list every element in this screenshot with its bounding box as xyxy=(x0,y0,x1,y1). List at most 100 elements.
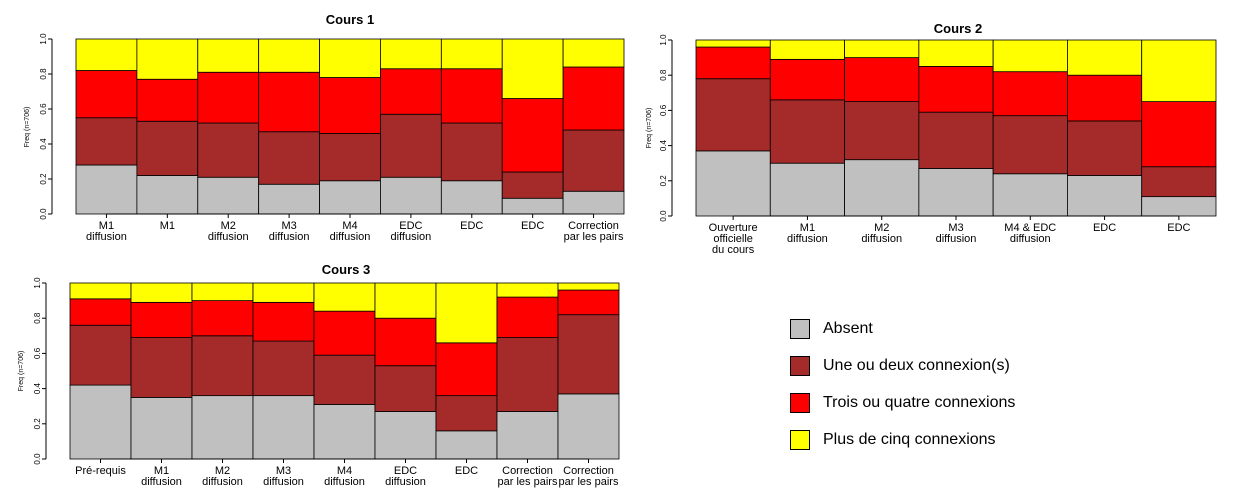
bar-segment-absent xyxy=(992,173,1068,217)
bar-segment-absent xyxy=(1141,196,1217,217)
y-tick-label: 0.6 xyxy=(659,104,668,116)
bar-segment-trois-ou-quatre xyxy=(769,58,845,101)
bar-segment-plus-de-cinq xyxy=(557,282,620,291)
bar-segment-absent xyxy=(258,183,320,215)
y-tick-label: 1.0 xyxy=(39,33,48,45)
bar-segment-plus-de-cinq xyxy=(130,282,193,303)
bar-segment-une-ou-deux xyxy=(496,337,559,412)
y-tick-label: 0.0 xyxy=(39,208,48,220)
bar-segment-plus-de-cinq xyxy=(435,282,498,344)
bar-segment-absent xyxy=(136,175,199,215)
bar-segment-trois-ou-quatre xyxy=(374,317,437,367)
y-axis-label: Freq (n=706) xyxy=(646,108,653,149)
x-tick-label: M2 diffusion xyxy=(202,465,243,488)
bar-segment-plus-de-cinq xyxy=(440,38,503,70)
y-axis-label: Freq (n=706) xyxy=(24,107,31,148)
chart-title: Cours 3 xyxy=(322,262,370,277)
bar-segment-trois-ou-quatre xyxy=(1067,74,1143,122)
bar-segment-plus-de-cinq xyxy=(75,38,138,71)
bar-segment-une-ou-deux xyxy=(252,340,315,397)
bar-segment-plus-de-cinq xyxy=(501,38,564,99)
bar-segment-absent xyxy=(769,162,845,217)
bar-segment-plus-de-cinq xyxy=(496,282,559,298)
bar-segment-trois-ou-quatre xyxy=(440,68,503,124)
y-tick-label: 0.2 xyxy=(33,418,42,430)
bar-segment-trois-ou-quatre xyxy=(501,98,564,173)
bar-segment-absent xyxy=(435,430,498,460)
bar-segment-une-ou-deux xyxy=(562,129,625,192)
bar-segment-plus-de-cinq xyxy=(695,39,771,48)
bar-segment-absent xyxy=(844,159,920,217)
legend-label-une-ou-deux: Une ou deux connexion(s) xyxy=(823,357,1010,374)
bar-segment-absent xyxy=(1067,175,1143,217)
bar-segment-trois-ou-quatre xyxy=(496,296,559,338)
y-tick-label: 0.2 xyxy=(39,173,48,185)
chart-2: Cours 2 0.0 0.2 0.4 0.6 0.8 1.0 Freq (n=706) Ouv… xyxy=(646,21,1217,256)
bar-segment-une-ou-deux xyxy=(435,395,498,432)
x-tick-label: M1 diffusion xyxy=(141,465,182,488)
x-tick-label: EDC xyxy=(1167,222,1190,234)
bar-segment-absent xyxy=(130,396,193,460)
y-tick-label: 0.0 xyxy=(33,453,42,465)
bar-segment-une-ou-deux xyxy=(374,365,437,412)
legend-label-trois-ou-quatre: Trois ou quatre connexions xyxy=(823,394,1016,411)
bar-segment-absent xyxy=(197,176,260,215)
bar-segment-une-ou-deux xyxy=(992,115,1068,175)
bar-segment-une-ou-deux xyxy=(1141,166,1217,198)
y-tick-label: 0.4 xyxy=(659,139,668,151)
bar-segment-plus-de-cinq xyxy=(252,282,315,303)
bar-segment-plus-de-cinq xyxy=(319,38,381,78)
y-tick-label: 0.6 xyxy=(33,347,42,359)
bar-segment-une-ou-deux xyxy=(258,131,320,185)
y-tick-label: 0.2 xyxy=(659,175,668,187)
bar-segment-plus-de-cinq xyxy=(374,282,437,319)
y-axis-label: Freq (n=706) xyxy=(18,351,25,392)
chart-title: Cours 1 xyxy=(326,12,374,27)
x-tick-label: Correction par les pairs xyxy=(559,465,619,488)
bar-segment-absent xyxy=(69,384,132,460)
bar-segment-trois-ou-quatre xyxy=(562,66,625,131)
legend-item-trois-ou-quatre: Trois ou quatre connexions xyxy=(790,388,1090,418)
chart-1: Cours 1 0.0 0.2 0.4 0.6 0.8 1.0 Freq (n=706) M1 d… xyxy=(24,12,625,243)
bar-segment-plus-de-cinq xyxy=(918,39,994,67)
bar-segment-absent xyxy=(440,180,503,215)
bar-segment-une-ou-deux xyxy=(191,335,254,397)
bar-segment-plus-de-cinq xyxy=(197,38,260,73)
legend-item-une-ou-deux: Une ou deux connexion(s) xyxy=(790,351,1090,381)
bar-segment-une-ou-deux xyxy=(844,101,920,161)
bar-segment-une-ou-deux xyxy=(69,324,132,386)
bar-segment-une-ou-deux xyxy=(918,111,994,169)
x-tick-label: M1 diffusion xyxy=(86,220,127,243)
bar-segment-une-ou-deux xyxy=(695,78,771,152)
bar-segment-trois-ou-quatre xyxy=(844,57,920,102)
legend-label-absent: Absent xyxy=(823,320,873,337)
legend-swatch-absent xyxy=(790,319,810,339)
bar-segment-plus-de-cinq xyxy=(992,39,1068,73)
y-tick-label: 0.6 xyxy=(39,103,48,115)
bar-segment-trois-ou-quatre xyxy=(197,71,260,124)
x-tick-label: Correction par les pairs xyxy=(498,465,558,488)
bar-segment-une-ou-deux xyxy=(769,99,845,164)
x-tick-label: M4 diffusion xyxy=(324,465,365,488)
legend-swatch-plus-de-cinq xyxy=(790,430,810,450)
bar-segment-trois-ou-quatre xyxy=(695,46,771,80)
bar-segment-plus-de-cinq xyxy=(380,38,442,70)
x-tick-label: EDC xyxy=(460,220,483,232)
bar-segment-trois-ou-quatre xyxy=(435,342,498,397)
bar-segment-trois-ou-quatre xyxy=(1141,101,1217,168)
bar-segment-absent xyxy=(191,395,254,460)
x-tick-label: M2 diffusion xyxy=(861,222,902,245)
bar-segment-trois-ou-quatre xyxy=(130,301,193,338)
bar-segment-trois-ou-quatre xyxy=(258,71,320,133)
bar-segment-plus-de-cinq xyxy=(313,282,376,312)
bar-segment-une-ou-deux xyxy=(557,314,620,395)
y-tick-label: 1.0 xyxy=(33,277,42,289)
legend-swatch-trois-ou-quatre xyxy=(790,393,810,413)
x-tick-label: Correction par les pairs xyxy=(564,220,624,243)
bar-segment-une-ou-deux xyxy=(1067,120,1143,176)
x-tick-label: M3 diffusion xyxy=(269,220,310,243)
y-tick-label: 0.8 xyxy=(33,312,42,324)
x-tick-label: M3 diffusion xyxy=(936,222,977,245)
x-tick-label: M3 diffusion xyxy=(263,465,304,488)
